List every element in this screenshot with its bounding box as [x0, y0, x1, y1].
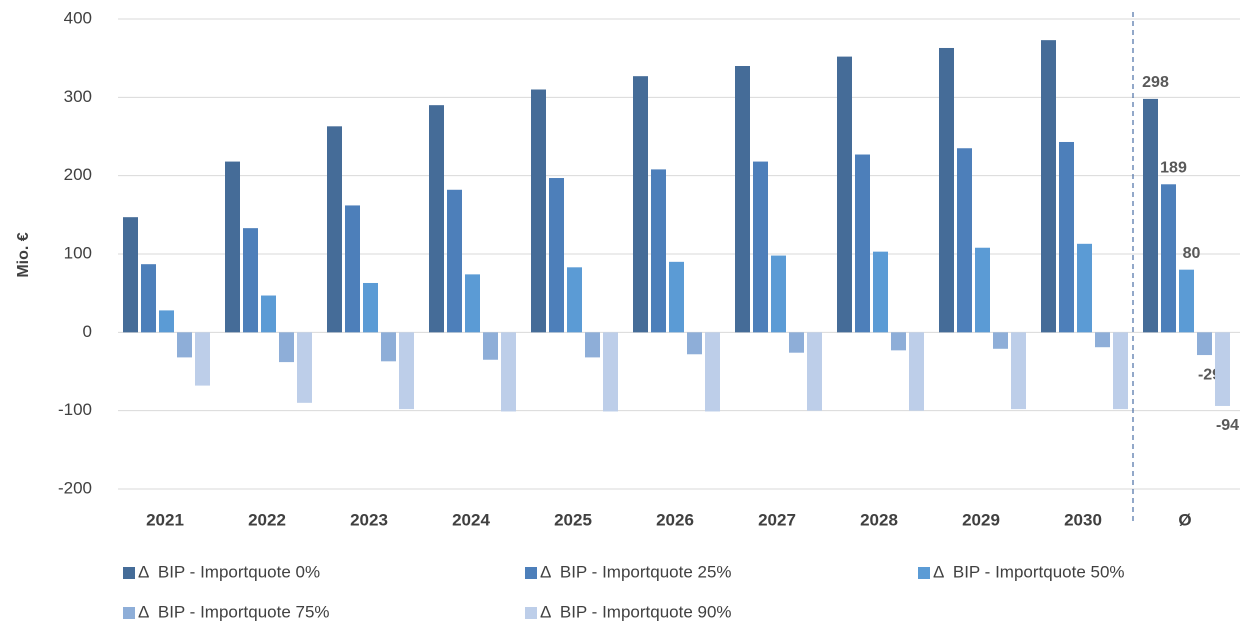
bar	[891, 332, 906, 351]
bar	[261, 295, 276, 333]
bar	[735, 66, 750, 333]
bar	[381, 332, 396, 362]
x-tick-label: 2024	[452, 510, 490, 529]
bar	[705, 332, 720, 412]
bar	[939, 47, 954, 333]
legend-label: Δ BIP - Importquote 90%	[540, 602, 732, 621]
bar	[1161, 184, 1176, 333]
legend-swatch	[525, 567, 537, 579]
y-tick-label: -200	[58, 478, 92, 497]
x-tick-label: 2026	[656, 510, 694, 529]
bar	[687, 332, 702, 355]
bar	[531, 89, 546, 333]
bar	[633, 76, 648, 333]
bar	[993, 332, 1008, 349]
legend-swatch	[123, 607, 135, 619]
bar	[669, 261, 684, 333]
bar	[363, 282, 378, 333]
data-label: 298	[1142, 74, 1169, 91]
x-tick-label: 2021	[146, 510, 184, 529]
x-tick-label: 2022	[248, 510, 286, 529]
bar	[837, 56, 852, 333]
bar	[1197, 332, 1212, 356]
y-tick-label: 400	[64, 8, 92, 27]
bar	[225, 161, 240, 333]
bar	[483, 332, 498, 360]
bar	[1041, 40, 1056, 333]
bar	[1215, 332, 1230, 406]
bar	[603, 332, 618, 412]
bar	[279, 332, 294, 363]
data-label: 189	[1160, 160, 1187, 177]
bar	[1143, 98, 1158, 333]
data-label: -94	[1216, 417, 1239, 434]
bar	[975, 247, 990, 333]
bar	[753, 161, 768, 333]
bar	[1179, 269, 1194, 333]
bar	[567, 267, 582, 333]
y-axis-label: Mio. €	[15, 232, 32, 277]
bar	[447, 189, 462, 333]
bar	[873, 251, 888, 333]
bar	[177, 332, 192, 358]
bar	[771, 255, 786, 333]
bar	[297, 332, 312, 403]
bar	[429, 105, 444, 333]
x-tick-label: 2027	[758, 510, 796, 529]
legend-swatch	[918, 567, 930, 579]
y-tick-label: 200	[64, 165, 92, 184]
bar	[651, 169, 666, 333]
x-tick-label: Ø	[1178, 510, 1191, 529]
y-tick-label: -100	[58, 400, 92, 419]
bar	[957, 148, 972, 333]
bar	[399, 332, 414, 410]
y-tick-label: 0	[83, 322, 92, 341]
y-tick-label: 100	[64, 243, 92, 262]
legend-label: Δ BIP - Importquote 50%	[933, 562, 1125, 581]
bar	[123, 217, 138, 333]
bar	[789, 332, 804, 353]
data-label: 80	[1183, 245, 1201, 262]
bar	[1011, 332, 1026, 410]
bar	[1113, 332, 1128, 410]
bar	[195, 332, 210, 386]
bar	[1077, 243, 1092, 333]
bar	[465, 274, 480, 333]
bar	[909, 332, 924, 411]
bar	[855, 154, 870, 333]
x-tick-label: 2023	[350, 510, 388, 529]
y-tick-label: 300	[64, 87, 92, 106]
bar	[141, 264, 156, 333]
bar	[327, 126, 342, 333]
x-tick-label: 2030	[1064, 510, 1102, 529]
legend-label: Δ BIP - Importquote 0%	[138, 562, 320, 581]
legend-swatch	[525, 607, 537, 619]
bar	[159, 310, 174, 333]
bar	[549, 178, 564, 333]
legend-label: Δ BIP - Importquote 25%	[540, 562, 732, 581]
x-tick-label: 2028	[860, 510, 898, 529]
legend-label: Δ BIP - Importquote 75%	[138, 602, 330, 621]
bar	[1059, 141, 1074, 333]
legend-swatch	[123, 567, 135, 579]
bar	[807, 332, 822, 411]
bar	[345, 205, 360, 333]
bar	[585, 332, 600, 358]
bar	[243, 228, 258, 333]
bar	[501, 332, 516, 412]
bar	[1095, 332, 1110, 348]
x-tick-label: 2025	[554, 510, 592, 529]
x-tick-label: 2029	[962, 510, 1000, 529]
